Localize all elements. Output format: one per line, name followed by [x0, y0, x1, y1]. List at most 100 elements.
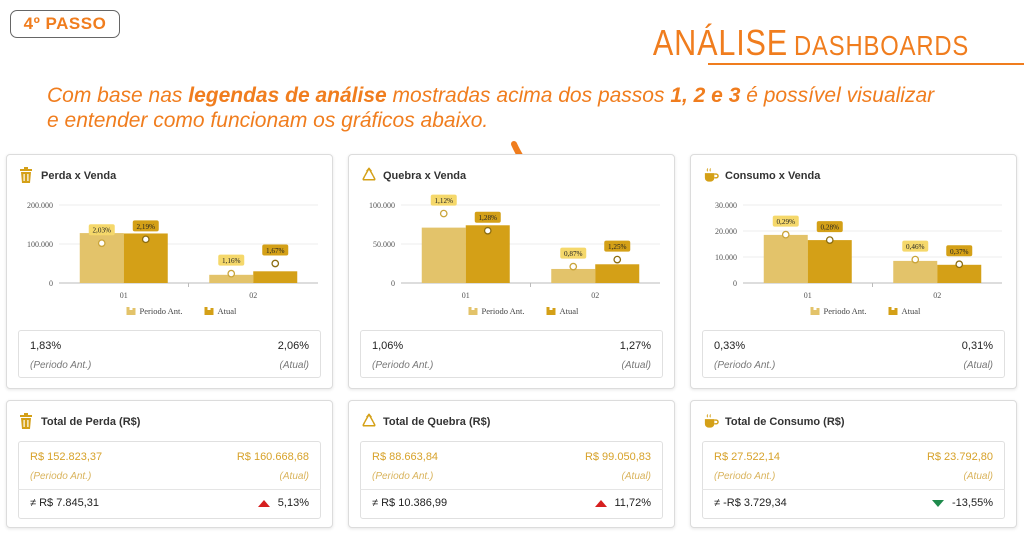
- divider: [360, 489, 663, 490]
- pct-label: 0,28%: [820, 224, 839, 232]
- pct-label-box: [560, 247, 587, 259]
- intro-text: Com base nas legendas de análise mostrad…: [47, 83, 947, 133]
- pct-marker[interactable]: [911, 255, 920, 264]
- brand-logo: ANÁLISE DASHBOARDS: [629, 22, 1000, 64]
- stat-values-row: 1,83% 2,06%: [30, 340, 309, 352]
- bar-prev[interactable]: [763, 234, 808, 283]
- bar-curr[interactable]: [595, 264, 640, 283]
- pct-marker[interactable]: [141, 235, 150, 244]
- bar-curr[interactable]: [253, 271, 298, 283]
- recycle-icon: [361, 413, 377, 431]
- x-tick-label: 02: [591, 291, 599, 300]
- pct-label-box: [902, 240, 929, 252]
- total-curr: R$ 99.050,83: [584, 451, 651, 463]
- pct-marker[interactable]: [781, 230, 790, 239]
- total-curr-label: (Atual): [963, 471, 993, 482]
- pct-label: 1,12%: [434, 197, 453, 205]
- bar-prev[interactable]: [551, 268, 596, 283]
- y-tick-label: 30.000: [715, 201, 737, 210]
- total-card-title: Total de Quebra (R$): [361, 413, 490, 431]
- stat-curr: 0,31%: [961, 340, 993, 352]
- trash-icon: [19, 413, 35, 431]
- bar-prev[interactable]: [421, 227, 466, 283]
- y-tick-label: 200.000: [27, 201, 53, 210]
- stat-curr-label: (Atual): [279, 360, 309, 371]
- legend-curr[interactable]: Atual: [546, 306, 580, 316]
- pct-marker[interactable]: [483, 226, 492, 235]
- total-prev: R$ 152.823,37: [30, 451, 103, 463]
- legend-prev[interactable]: Periodo Ant.: [468, 306, 525, 316]
- bar-chart: 100.000 50.000 0 01 1,12% 1,28% 02 0,87% 1,25% Pe…: [369, 194, 660, 316]
- pct-marker[interactable]: [227, 269, 236, 278]
- total-prev: R$ 27.522,14: [714, 451, 781, 463]
- chart-card: Consumo x Venda 30.000 20.000 10.000 0 01 0,29…: [690, 154, 1017, 389]
- brand-bold: ANÁLISE: [652, 22, 788, 63]
- pct-marker[interactable]: [569, 262, 578, 271]
- y-tick-label: 10.000: [715, 253, 737, 262]
- pct-label-box: [430, 194, 457, 206]
- stat-curr: 1,27%: [619, 340, 651, 352]
- chart-card: Quebra x Venda 100.000 50.000 0 01 1,12% 1,28%…: [348, 154, 675, 389]
- total-values-row: R$ 88.663,84 R$ 99.050,83: [372, 451, 651, 463]
- intro-pre: Com base nas: [47, 84, 189, 107]
- pct-label-box: [946, 245, 973, 257]
- pct-label-box: [132, 220, 159, 232]
- stat-prev: 0,33%: [714, 340, 746, 352]
- bar-curr[interactable]: [807, 240, 852, 283]
- total-card: Total de Quebra (R$) R$ 88.663,84 R$ 99.05…: [348, 400, 675, 528]
- bar-prev[interactable]: [209, 274, 254, 283]
- intro-post: é possível visualizar e entender como fu…: [47, 84, 935, 132]
- intro-bold-2: 1, 2 e 3: [670, 84, 741, 107]
- pct-label: 0,37%: [950, 248, 969, 256]
- pct-label-box: [218, 254, 245, 266]
- pct-marker[interactable]: [955, 260, 964, 269]
- recycle-icon: [361, 167, 377, 185]
- pct-marker[interactable]: [613, 255, 622, 264]
- total-title-text: Total de Consumo (R$): [725, 416, 845, 428]
- legend-prev[interactable]: Periodo Ant.: [810, 306, 867, 316]
- intro-bold-1: legendas de análise: [188, 84, 387, 107]
- bar-chart: 200.000 100.000 0 01 2,03% 2,19% 02 1,16% 1,67% P…: [27, 201, 318, 316]
- total-box: [702, 441, 1005, 519]
- stat-box: [360, 330, 663, 378]
- legend-curr[interactable]: Atual: [888, 306, 922, 316]
- chart-title-text: Quebra x Venda: [383, 170, 467, 182]
- y-tick-label: 20.000: [715, 227, 737, 236]
- total-prev: R$ 88.663,84: [372, 451, 439, 463]
- x-tick-label: 01: [804, 291, 812, 300]
- total-card: Total de Perda (R$) R$ 152.823,37 R$ 160.6…: [6, 400, 333, 528]
- triangle-up-icon: [594, 499, 607, 507]
- pct-label: 1,28%: [478, 214, 497, 222]
- stat-prev-label: (Periodo Ant.): [30, 360, 92, 371]
- legend-label: Atual: [218, 306, 238, 316]
- total-pct: -13,55%: [952, 497, 993, 509]
- bar-curr[interactable]: [465, 225, 510, 283]
- y-tick-label: 100.000: [369, 201, 395, 210]
- bar-curr[interactable]: [937, 264, 982, 283]
- triangle-down-icon: [932, 499, 945, 507]
- pct-label: 1,67%: [266, 247, 285, 255]
- legend-label: Periodo Ant.: [824, 306, 867, 316]
- pct-marker[interactable]: [439, 209, 448, 218]
- stat-prev-label: (Periodo Ant.): [372, 360, 434, 371]
- pct-label: 2,19%: [136, 223, 155, 231]
- x-tick-label: 02: [249, 291, 257, 300]
- y-tick-label: 0: [733, 279, 737, 288]
- pct-label-box: [816, 221, 843, 233]
- pct-marker[interactable]: [97, 239, 106, 248]
- legend-label: Atual: [902, 306, 922, 316]
- total-delta: -13,55%: [932, 497, 993, 509]
- pct-label: 0,29%: [776, 218, 795, 226]
- total-values-row: R$ 152.823,37 R$ 160.668,68: [30, 451, 309, 463]
- bar-prev[interactable]: [893, 260, 938, 283]
- total-labels-row: (Periodo Ant.) (Atual): [372, 471, 651, 482]
- total-values-row: R$ 27.522,14 R$ 23.792,80: [714, 451, 993, 463]
- stat-curr-label: (Atual): [963, 360, 993, 371]
- legend-curr[interactable]: Atual: [204, 306, 238, 316]
- pct-marker[interactable]: [271, 259, 280, 268]
- pct-marker[interactable]: [825, 236, 834, 244]
- total-labels-row: (Periodo Ant.) (Atual): [30, 471, 309, 482]
- total-prev-label: (Periodo Ant.): [372, 471, 434, 482]
- legend-prev[interactable]: Periodo Ant.: [126, 306, 183, 316]
- total-diff: ≠ R$ 10.386,99: [372, 497, 448, 509]
